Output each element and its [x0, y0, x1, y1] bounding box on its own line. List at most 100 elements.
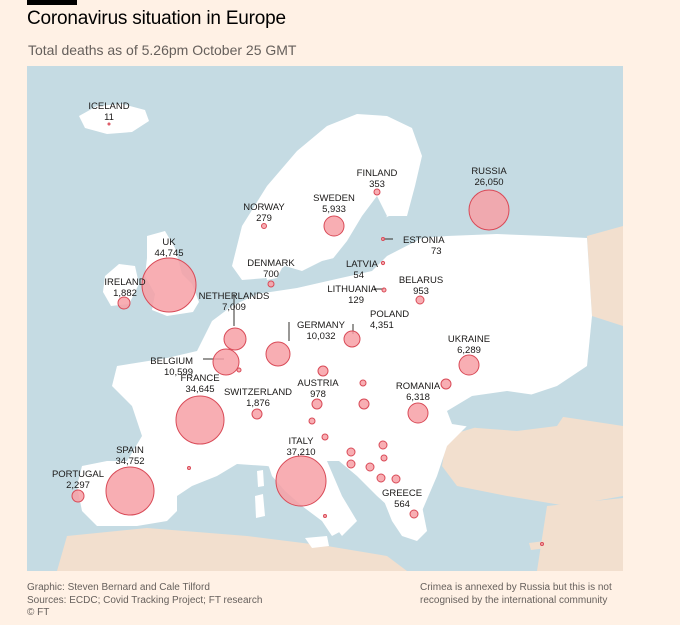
note-line-2: recognised by the international communit…	[420, 594, 608, 606]
label-austria-name: AUSTRIA	[297, 378, 339, 389]
bubble-latvia	[380, 260, 386, 266]
bubble-austria	[317, 365, 329, 377]
land-continent	[77, 234, 592, 536]
ft-brand-bar	[27, 0, 77, 5]
bubble-moldova	[440, 378, 452, 390]
label-spain-name: SPAIN	[116, 445, 144, 456]
bubble-uk	[141, 257, 197, 313]
bubble-hungary	[358, 398, 370, 410]
label-belarus-name: BELARUS	[399, 275, 443, 286]
label-denmark-deaths: 700	[263, 269, 279, 280]
land-sicily	[305, 536, 329, 548]
label-germany-name: GERMANY	[297, 320, 346, 331]
label-estonia-deaths: 73	[431, 246, 442, 257]
bubble-ukraine	[458, 354, 480, 376]
sources-line: Sources: ECDC; Covid Tracking Project; F…	[27, 594, 263, 606]
bubble-romania	[407, 402, 429, 424]
chart-title: Coronavirus situation in Europe	[27, 8, 286, 29]
label-poland-name: POLAND	[370, 309, 409, 320]
bubble-montenegro	[376, 473, 386, 483]
bubble-luxembourg	[236, 367, 242, 373]
bubble-croatia	[321, 433, 329, 441]
chart-subtitle: Total deaths as of 5.26pm October 25 GMT	[28, 42, 297, 58]
bubble-france	[175, 395, 225, 445]
label-italy-deaths: 37,210	[286, 447, 315, 458]
land-corsica	[257, 470, 264, 487]
bubble-sweden	[323, 215, 345, 237]
bubble-cyprus	[540, 542, 544, 546]
label-romania-name: ROMANIA	[396, 381, 441, 392]
bubble-kosovo	[380, 454, 388, 462]
bubble-estonia	[381, 237, 385, 241]
bubble-norway	[261, 223, 267, 229]
baltic-sea	[327, 196, 387, 271]
label-switzerland-name: SWITZERLAND	[224, 387, 292, 398]
label-portugal-deaths: 2,297	[66, 480, 90, 491]
land-ireland	[103, 264, 139, 306]
bubble-iceland	[107, 122, 111, 126]
label-uk-name: UK	[162, 237, 176, 248]
bubble-poland	[343, 330, 361, 348]
label-iceland-name: ICELAND	[88, 101, 129, 112]
label-belarus-deaths: 953	[413, 286, 429, 297]
bubbles	[71, 122, 544, 546]
label-finland-deaths: 353	[369, 179, 385, 190]
credit-line: Graphic: Steven Bernard and Cale Tilford	[27, 582, 210, 593]
label-norway-name: NORWAY	[243, 202, 285, 213]
label-romania-deaths: 6,318	[406, 392, 430, 403]
bubble-belarus	[415, 295, 425, 305]
bubble-lithuania	[381, 287, 387, 293]
land-asia	[587, 226, 623, 326]
bubble-belgium	[212, 348, 240, 376]
label-iceland-deaths: 11	[104, 112, 114, 123]
bubble-bulgaria	[378, 440, 388, 450]
label-norway-deaths: 279	[256, 213, 272, 224]
bubble-malta	[323, 514, 327, 518]
label-greece-deaths: 564	[394, 499, 410, 510]
bubble-germany	[265, 341, 291, 367]
europe-map: ICELAND 11 FINLAND 353 RUSSIA 26,050 NOR…	[27, 66, 623, 571]
label-belgium-deaths: 10,599	[164, 367, 193, 378]
label-latvia-name: LATVIA	[346, 259, 379, 270]
land-iceland	[79, 104, 149, 134]
note-line-1: Crimea is annexed by Russia but this is …	[420, 582, 612, 593]
label-uk-deaths: 44,745	[154, 248, 183, 259]
label-ireland-deaths: 1,882	[113, 288, 137, 299]
land-sardinia	[255, 494, 265, 518]
land-denmark	[263, 256, 283, 280]
bubble-portugal	[71, 489, 85, 503]
label-estonia-name: ESTONIA	[403, 235, 445, 246]
bubble-ireland	[117, 296, 131, 310]
land-africa	[57, 528, 407, 571]
land-greece	[382, 491, 427, 541]
label-lithuania-deaths: 129	[348, 295, 364, 306]
label-greece-name: GREECE	[382, 488, 422, 499]
label-finland-name: FINLAND	[357, 168, 398, 179]
label-latvia-deaths: 54	[353, 270, 364, 281]
bubble-slovenia	[308, 417, 316, 425]
bubble-denmark	[267, 280, 275, 288]
land-scandinavia	[232, 114, 422, 280]
label-portugal-name: PORTUGAL	[52, 469, 104, 480]
label-sweden-deaths: 5,933	[322, 204, 346, 215]
bubble-bosnia	[346, 459, 356, 469]
bubble-switzerland	[251, 408, 263, 420]
bubble-czechia	[311, 398, 323, 410]
bubble-andorra	[187, 466, 191, 470]
bubble-spain	[105, 466, 155, 516]
footer-note: Crimea is annexed by Russia but this is …	[420, 582, 630, 607]
label-poland-deaths: 4,351	[370, 320, 394, 331]
bubble-albania	[391, 474, 401, 484]
label-ukraine-name: UKRAINE	[448, 334, 490, 345]
label-switzerland-deaths: 1,876	[246, 398, 270, 409]
label-sweden-name: SWEDEN	[313, 193, 355, 204]
label-ireland-name: IRELAND	[104, 277, 145, 288]
label-russia-deaths: 26,050	[474, 177, 503, 188]
black-sea	[447, 391, 567, 431]
land-turkey	[442, 416, 623, 506]
bubble-slovakia	[359, 379, 367, 387]
bubble-italy	[275, 455, 327, 507]
label-ukraine-deaths: 6,289	[457, 345, 481, 356]
bubble-nmacedonia	[365, 462, 375, 472]
label-austria-deaths: 978	[310, 389, 326, 400]
